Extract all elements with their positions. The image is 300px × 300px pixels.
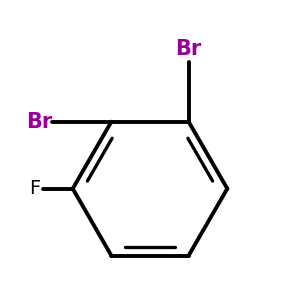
Text: Br: Br <box>26 112 52 132</box>
Text: Br: Br <box>176 39 202 59</box>
Text: F: F <box>29 179 40 198</box>
